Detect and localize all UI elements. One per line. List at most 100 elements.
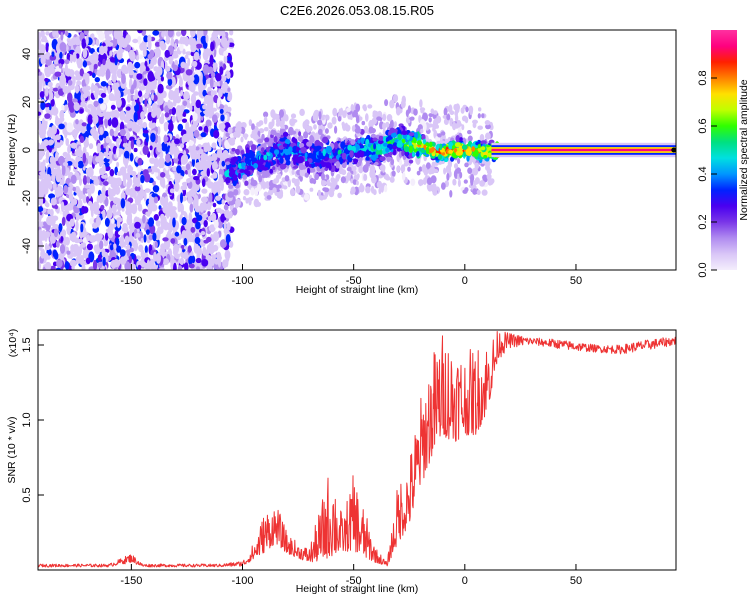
heatmap-noise-cell [162, 237, 169, 242]
heatmap-noise-cell [213, 62, 217, 73]
heatmap-haze-cell [386, 114, 393, 122]
heatmap-ridge-cell [279, 163, 287, 170]
heatmap-haze-cell [242, 196, 247, 201]
heatmap-noise-cell [99, 167, 105, 176]
heatmap-noise-cell [177, 203, 181, 213]
heatmap-ridge-cell [340, 141, 346, 149]
heatmap-noise-cell [92, 116, 98, 122]
heatmap-noise-cell [86, 175, 91, 184]
heatmap-ridge-cell [232, 180, 237, 187]
heatmap-ridge-cell [312, 150, 317, 155]
heatmap-haze-cell [419, 107, 426, 112]
heatmap-haze-cell [472, 167, 479, 176]
heatmap-noise-cell [181, 118, 188, 123]
heatmap-noise-cell [132, 203, 138, 211]
heatmap-haze-cell [470, 174, 475, 183]
heatmap-noise-cell [156, 95, 164, 106]
colorbar-tick-label: 0.0 [697, 262, 709, 277]
heatmap-noise-cell [203, 47, 209, 55]
heatmap-noise-cell [107, 85, 111, 95]
heatmap-noise-cell [40, 54, 46, 65]
heatmap-noise-cell [175, 95, 182, 104]
heatmap-ridge-cell [325, 145, 333, 154]
heatmap-ridge-cell [307, 158, 313, 164]
heatmap-haze-cell [478, 107, 482, 112]
heatmap-ridge-cell [232, 174, 238, 181]
heatmap-ridge-cell [413, 138, 417, 144]
heatmap-noise-cell [195, 146, 200, 151]
heatmap-noise-cell [155, 220, 161, 227]
heatmap-noise-cell [60, 236, 64, 243]
heatmap-noise-cell [39, 195, 44, 206]
heatmap-noise-cell [87, 104, 94, 109]
heatmap-noise-cell [185, 163, 191, 171]
heatmap-haze-cell [337, 116, 342, 122]
heatmap-ridge-cell [262, 166, 269, 171]
heatmap-noise-cell [39, 124, 44, 129]
heatmap-noise-cell [98, 193, 103, 204]
heatmap-noise-cell [173, 243, 180, 254]
heatmap-noise-cell [53, 228, 59, 238]
heatmap-noise-cell [58, 123, 65, 130]
heatmap-ridge-cell [483, 154, 488, 159]
heatmap-noise-cell [136, 139, 141, 145]
heatmap-haze-cell [350, 189, 355, 195]
heatmap-noise-cell [114, 89, 121, 101]
heatmap-noise-cell [65, 138, 69, 146]
heatmap-haze-cell [395, 106, 401, 116]
heatmap-haze-cell [341, 121, 345, 130]
heatmap-noise-cell [161, 112, 165, 124]
colorbar-ticks: 0.00.20.40.60.8 [697, 70, 717, 278]
heatmap-ridge-cell [341, 152, 347, 160]
heatmap-noise-cell [159, 40, 165, 48]
heatmap-ridge-cell [465, 148, 472, 156]
heatmap-noise-cell [74, 84, 80, 94]
heatmap-noise-cell [186, 178, 191, 184]
heatmap-noise-cell [223, 50, 229, 57]
heatmap-noise-cell [153, 214, 159, 221]
heatmap-ridge-cell [353, 158, 359, 164]
heatmap-ridge-cell [252, 152, 255, 159]
heatmap-noise-cell [179, 43, 184, 52]
heatmap-noise-cell [119, 249, 126, 257]
heatmap-noise-cell [150, 132, 156, 143]
heatmap-noise-cell [129, 152, 134, 162]
colorbar-tick-label: 0.4 [697, 166, 709, 181]
heatmap-haze-cell [377, 111, 382, 116]
heatmap-noise-cell [150, 249, 154, 256]
heatmap-ridge-cell [246, 170, 251, 177]
heatmap-noise-cell [52, 87, 59, 92]
heatmap-ridge-cell [260, 147, 265, 153]
heatmap-noise-cell [125, 106, 131, 111]
heatmap-noise-cell [193, 51, 200, 61]
heatmap-noise-cell [149, 157, 156, 164]
heatmap-noise-cell [180, 104, 185, 113]
heatmap-ridge-cell [299, 142, 305, 148]
heatmap-haze-cell [302, 120, 308, 130]
heatmap-noise-cell [100, 47, 107, 52]
heatmap-ridge-cell [331, 158, 338, 163]
heatmap-noise-cell [200, 231, 206, 236]
heatmap-ridge-cell [411, 151, 415, 158]
heatmap-noise-cell [55, 134, 61, 141]
heatmap-ridge-cell [282, 131, 289, 137]
heatmap-noise-cell [172, 217, 176, 228]
heatmap-noise-cell [129, 51, 136, 62]
heatmap-noise-cell [180, 89, 184, 97]
heatmap-haze-cell [401, 95, 406, 105]
heatmap-noise-cell [142, 145, 149, 156]
heatmap-noise-cell [44, 113, 51, 119]
heatmap-y-tick-label: -20 [21, 190, 33, 206]
heatmap-noise-cell [124, 158, 128, 169]
heatmap-noise-cell [38, 31, 41, 42]
heatmap-haze-cell [484, 120, 491, 126]
heatmap-haze-cell [477, 125, 484, 130]
heatmap-noise-cell [86, 188, 94, 194]
heatmap-noise-cell [109, 178, 113, 184]
heatmap-noise-cell [46, 215, 53, 226]
heatmap-noise-cell [216, 149, 222, 158]
heatmap-ridge-cell [371, 154, 377, 161]
heatmap-noise-cell [202, 30, 208, 37]
heatmap-haze-cell [449, 190, 453, 198]
heatmap-noise-cell [101, 186, 106, 195]
